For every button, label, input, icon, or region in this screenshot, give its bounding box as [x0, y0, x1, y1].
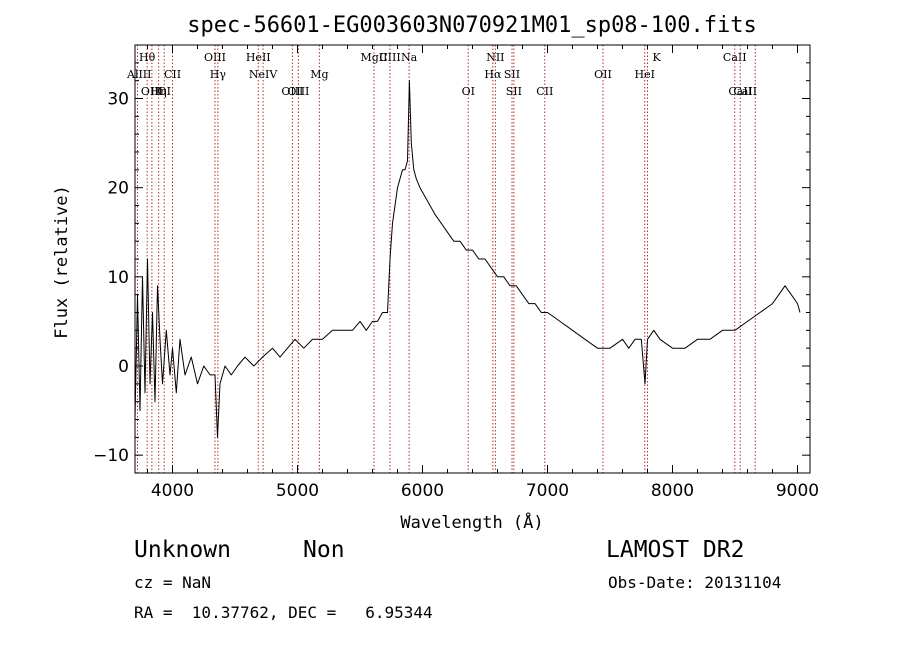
- line-label-15: Na: [401, 51, 418, 64]
- x-axis-label: Wavelength (Å): [400, 511, 543, 533]
- line-label-13: MgII: [361, 51, 388, 64]
- object-class: Unknown: [134, 537, 231, 563]
- line-label-7: Hγ: [210, 68, 227, 81]
- line-label-18: Hα: [484, 68, 502, 81]
- line-label-21: CII: [536, 85, 553, 98]
- chart-title: spec-56601-EG003603N070921M01_sp08-100.f…: [187, 13, 757, 38]
- line-label-23: HeI: [635, 68, 655, 81]
- line-label-14: CIII: [379, 51, 400, 64]
- line-label-6: OIII: [204, 51, 226, 64]
- plot-frame: [134, 44, 811, 474]
- survey-name: LAMOST DR2: [606, 537, 745, 563]
- observation-date: Obs-Date: 20131104: [608, 573, 782, 592]
- emission-line-markers: AlIIIHθOIIIHηOICIIOIIIHγHeIINeIVOIIIOIII…: [126, 45, 757, 473]
- line-label-11: OIII: [287, 85, 309, 98]
- line-label-19: SII: [504, 68, 520, 81]
- y-tick-label-4: 30: [107, 90, 129, 110]
- y-axis-label: Flux (relative): [52, 185, 72, 339]
- line-label-5: CII: [164, 68, 181, 81]
- axis-ticks: 4000 5000 6000 7000 8000 9000 −10 0 10 20 30: [93, 45, 819, 501]
- line-label-3: Hη: [151, 85, 167, 98]
- spectrum-line-0: [134, 80, 801, 438]
- redshift-cz: cz = NaN: [134, 573, 212, 592]
- line-label-8: HeII: [246, 51, 271, 64]
- line-label-27: CaII: [733, 85, 757, 98]
- y-tick-label-1: 0: [118, 357, 129, 377]
- x-tick-label-3: 7000: [526, 481, 569, 501]
- line-label-1: Hθ: [139, 51, 156, 64]
- spectrum-series: [134, 80, 801, 438]
- x-tick-label-1: 5000: [276, 481, 319, 501]
- object-subclass: Non: [303, 537, 345, 563]
- line-label-26: CaII: [728, 85, 752, 98]
- line-label-17: NII: [486, 51, 504, 64]
- y-tick-label-3: 20: [107, 179, 129, 199]
- x-tick-label-2: 6000: [401, 481, 444, 501]
- line-label-12: Mg: [310, 68, 328, 81]
- line-label-22: OII: [594, 68, 612, 81]
- line-label-0: AlIII: [126, 68, 152, 81]
- line-label-20: SII: [506, 85, 522, 98]
- x-tick-label-4: 8000: [651, 481, 694, 501]
- y-tick-label-2: 10: [107, 268, 129, 288]
- line-label-4: OI: [158, 85, 171, 98]
- line-label-16: OI: [462, 85, 475, 98]
- x-tick-label-5: 9000: [776, 481, 819, 501]
- line-label-24: K: [653, 51, 662, 64]
- line-label-2: OIII: [141, 85, 163, 98]
- line-label-9: NeIV: [249, 68, 278, 81]
- ra-dec-coordinates: RA = 10.37762, DEC = 6.95344: [134, 603, 433, 622]
- line-label-25: CaII: [723, 51, 747, 64]
- y-tick-label-0: −10: [93, 446, 129, 466]
- x-tick-label-0: 4000: [151, 481, 194, 501]
